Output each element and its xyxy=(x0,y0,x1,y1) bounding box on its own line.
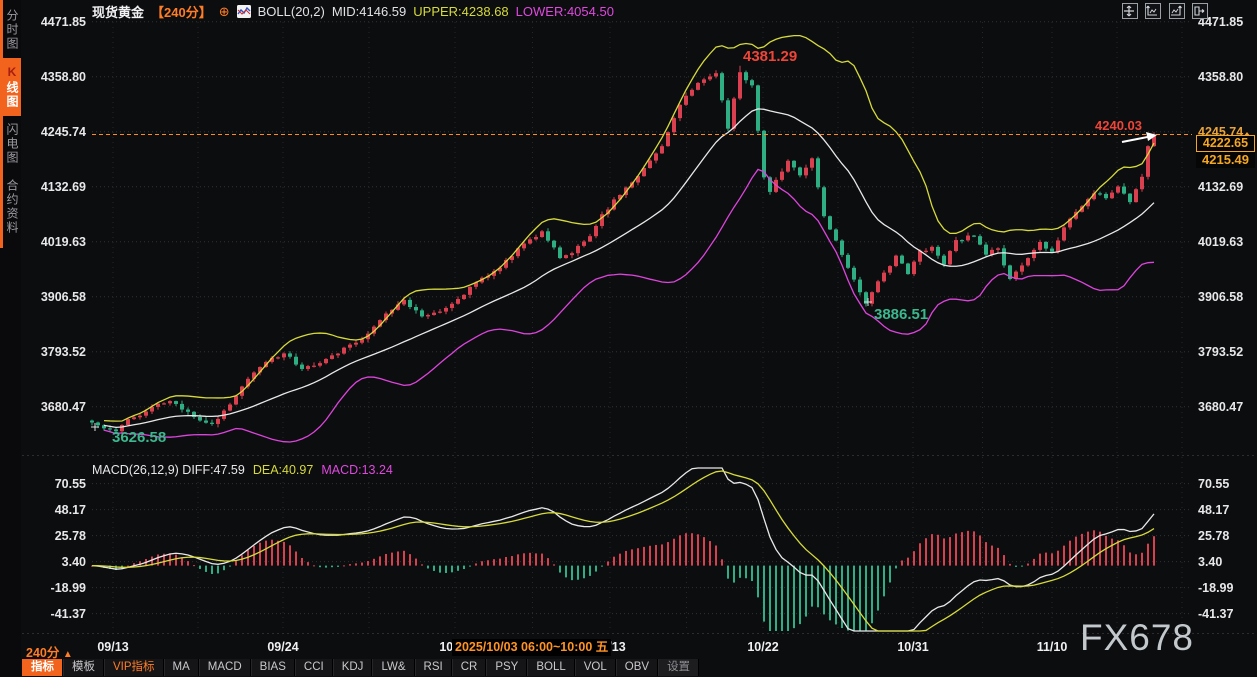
sidebar-tab-3[interactable]: 闪电图 xyxy=(5,123,19,165)
toolbar-button-BIAS[interactable]: BIAS xyxy=(250,659,295,676)
macd-axis-label-right: 3.40 xyxy=(1198,554,1223,569)
toolbar-button-KDJ[interactable]: KDJ xyxy=(332,659,373,676)
sidebar-tab-1[interactable]: 分时图 xyxy=(5,9,19,51)
boll-lower-line xyxy=(103,168,1155,443)
axis-left-icon[interactable] xyxy=(1145,3,1162,19)
period-badge[interactable]: 【240分】 xyxy=(151,5,212,20)
x-axis-label: 11/10 xyxy=(1036,640,1068,654)
macd-axis-label-left: 3.40 xyxy=(61,554,86,569)
x-axis-label: 09/13 xyxy=(97,640,129,654)
low-price-annotation: 3886.51 xyxy=(874,306,929,323)
candlesticks xyxy=(90,65,1156,434)
chart-header: 现货黄金 【240分】 ⊕ BOLL(20,2) MID:4146.59 UPPER:42… xyxy=(92,2,621,21)
toolbar-button-RSI[interactable]: RSI xyxy=(414,659,452,676)
price-axis-label-right: 4132.69 xyxy=(1198,179,1244,194)
price-axis-label-left: 4132.69 xyxy=(40,179,86,194)
macd-indicator-header: MACD(26,12,9) DIFF:47.59 DEA:40.97 MACD:13… xyxy=(92,463,401,477)
price-axis-label-right: 3680.47 xyxy=(1198,399,1244,414)
macd-axis-label-right: -41.37 xyxy=(1198,606,1234,621)
sidebar-tab-2[interactable]: K线图 xyxy=(3,58,21,116)
period-arrow-icon: ▲ xyxy=(62,649,73,660)
exit-icon[interactable] xyxy=(1192,3,1209,19)
macd-dea-line xyxy=(91,470,1155,632)
macd-axis-label-left: 48.17 xyxy=(54,502,86,517)
symbol-name: 现货黄金 xyxy=(92,5,145,20)
boll-mid-value: MID:4146.59 xyxy=(331,4,407,19)
toolbar-button-PSY[interactable]: PSY xyxy=(486,659,528,676)
start-low-annotation: 3626.58 xyxy=(112,429,167,446)
toolbar-button-OBV[interactable]: OBV xyxy=(615,659,659,676)
indicator-toolbar: 指标 模板 VIP指标 MA MACD BIAS CCI KDJ LW& RSI CR PSY BOLL… xyxy=(22,659,700,677)
price-axis-label-left: 3793.52 xyxy=(40,344,86,359)
add-indicator-icon[interactable]: ⊕ xyxy=(218,3,230,19)
macd-axis-label-left: 70.55 xyxy=(54,476,86,491)
high-price-annotation: 4381.29 xyxy=(743,48,798,65)
macd-title-diff: MACD(26,12,9) DIFF:47.59 xyxy=(92,463,245,477)
toolbar-button-指标[interactable]: 指标 xyxy=(22,659,63,676)
x-axis-label: 10/31 xyxy=(897,640,929,654)
left-sidebar: 分时图 K线图闪电图合约资料 xyxy=(0,0,21,677)
boll-lower-value: LOWER:4054.50 xyxy=(515,4,614,19)
current-price-line-label: 4240.03 xyxy=(1095,118,1142,133)
macd-axis-label-right: 25.78 xyxy=(1198,528,1230,543)
toolbar-button-VIP指标[interactable]: VIP指标 xyxy=(104,659,164,676)
macd-pane xyxy=(91,467,1155,632)
price-axis-label-left: 3906.58 xyxy=(40,289,86,304)
price-axis-label-left: 4471.85 xyxy=(40,14,86,29)
macd-diff-line xyxy=(91,467,1155,632)
pan-icon[interactable] xyxy=(1122,3,1138,19)
macd-dea-value: DEA:40.97 xyxy=(252,463,314,477)
boll-upper-value: UPPER:4238.68 xyxy=(413,4,509,19)
toolbar-button-MACD[interactable]: MACD xyxy=(198,659,251,676)
macd-axis-label-right: -18.99 xyxy=(1198,580,1234,595)
sidebar-tab-4[interactable]: 合约资料 xyxy=(5,179,19,235)
x-axis-label: 10/22 xyxy=(747,640,779,654)
axis-right-icon[interactable] xyxy=(1168,3,1185,19)
toolbar-button-VOL[interactable]: VOL xyxy=(574,659,616,676)
toolbar-button-CR[interactable]: CR xyxy=(451,659,487,676)
boll-upper-line xyxy=(103,34,1155,422)
toolbar-button-MA[interactable]: MA xyxy=(163,659,199,676)
macd-axis-label-left: -18.99 xyxy=(50,580,86,595)
price-axis-label-right: 4358.80 xyxy=(1198,69,1244,84)
toolbar-button-BOLL[interactable]: BOLL xyxy=(527,659,575,676)
period-selector[interactable]: 240分 ▲ xyxy=(26,646,73,660)
price-axis-label-left: 3680.47 xyxy=(40,399,86,414)
price-axis-label-right: 4471.85 xyxy=(1198,14,1244,29)
mini-chart-icon[interactable] xyxy=(236,5,251,18)
macd-axis-label-right: 48.17 xyxy=(1198,502,1230,517)
price-axis-label-right: 4019.63 xyxy=(1198,234,1244,249)
price-axis-label-left: 4358.80 xyxy=(40,69,86,84)
price-axis-label-right: 3906.58 xyxy=(1198,289,1244,304)
chart-type-tabs: 分时图 K线图闪电图合约资料 xyxy=(3,2,21,242)
window-controls xyxy=(1122,3,1211,21)
macd-axis-label-left: 25.78 xyxy=(54,528,86,543)
price-axis-label-left: 4245.74 xyxy=(40,124,86,139)
macd-axis-label-left: -41.37 xyxy=(50,606,86,621)
grid-lines xyxy=(22,21,1257,634)
x-axis-label: 09/24 xyxy=(267,640,299,654)
watermark: FX678 xyxy=(1080,617,1195,658)
date-tooltip: 2025/10/03 06:00~10:00 五 xyxy=(452,639,612,656)
price-axis-label-right: 3793.52 xyxy=(1198,344,1244,359)
sidebar-accent-strip xyxy=(0,0,3,248)
boll-settings-label[interactable]: BOLL(20,2) xyxy=(257,4,325,19)
toolbar-button-模板[interactable]: 模板 xyxy=(63,659,104,676)
boll-mid-line xyxy=(103,108,1155,429)
price-axis-label-left: 4019.63 xyxy=(40,234,86,249)
arrow-annotation xyxy=(1121,135,1151,143)
toolbar-button-设置[interactable]: 设置 xyxy=(658,659,700,676)
price-tag-secondary: 4215.49 xyxy=(1196,152,1255,168)
bollinger-bands xyxy=(103,34,1155,443)
macd-value: MACD:13.24 xyxy=(321,463,393,477)
toolbar-button-CCI[interactable]: CCI xyxy=(294,659,333,676)
toolbar-button-LW&[interactable]: LW& xyxy=(372,659,415,676)
macd-axis-label-right: 70.55 xyxy=(1198,476,1230,491)
price-tag-current: 4222.65 xyxy=(1196,135,1255,152)
